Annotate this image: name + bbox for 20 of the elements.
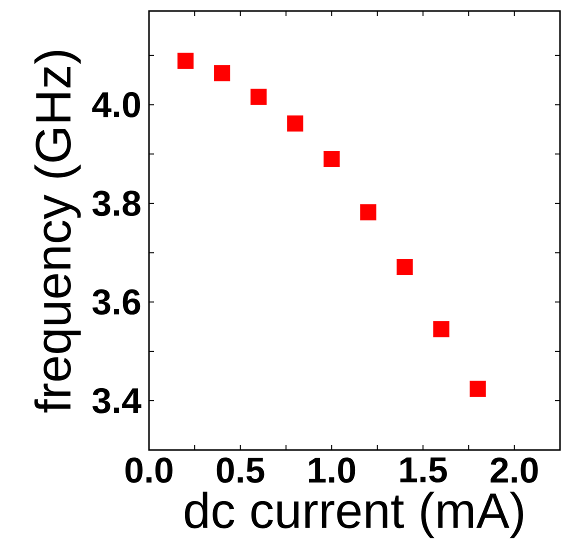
point (287, 115, 304, 132)
x-tick-label: 0.5 (216, 458, 264, 483)
x-tick-label: 1.5 (400, 458, 447, 483)
x-tick-label: 0.0 (125, 458, 172, 483)
y-tick-label: 3.4 (92, 388, 142, 414)
point (433, 321, 450, 338)
point (177, 52, 194, 69)
point (470, 380, 486, 397)
y-tick-label: 3.8 (92, 190, 140, 216)
y-tick-label: 3.6 (92, 289, 140, 315)
x-axis-title: dc current (mA) (184, 492, 523, 538)
x-tick-label: 2.0 (490, 458, 538, 483)
y-tick-label: 4.0 (92, 92, 140, 118)
point (360, 204, 376, 220)
point (324, 150, 340, 168)
point (250, 88, 267, 105)
x-tick-label: 1.0 (309, 458, 356, 483)
point (214, 65, 230, 82)
point (396, 258, 413, 276)
y-axis-title: frequency (GHz) (34, 50, 81, 412)
